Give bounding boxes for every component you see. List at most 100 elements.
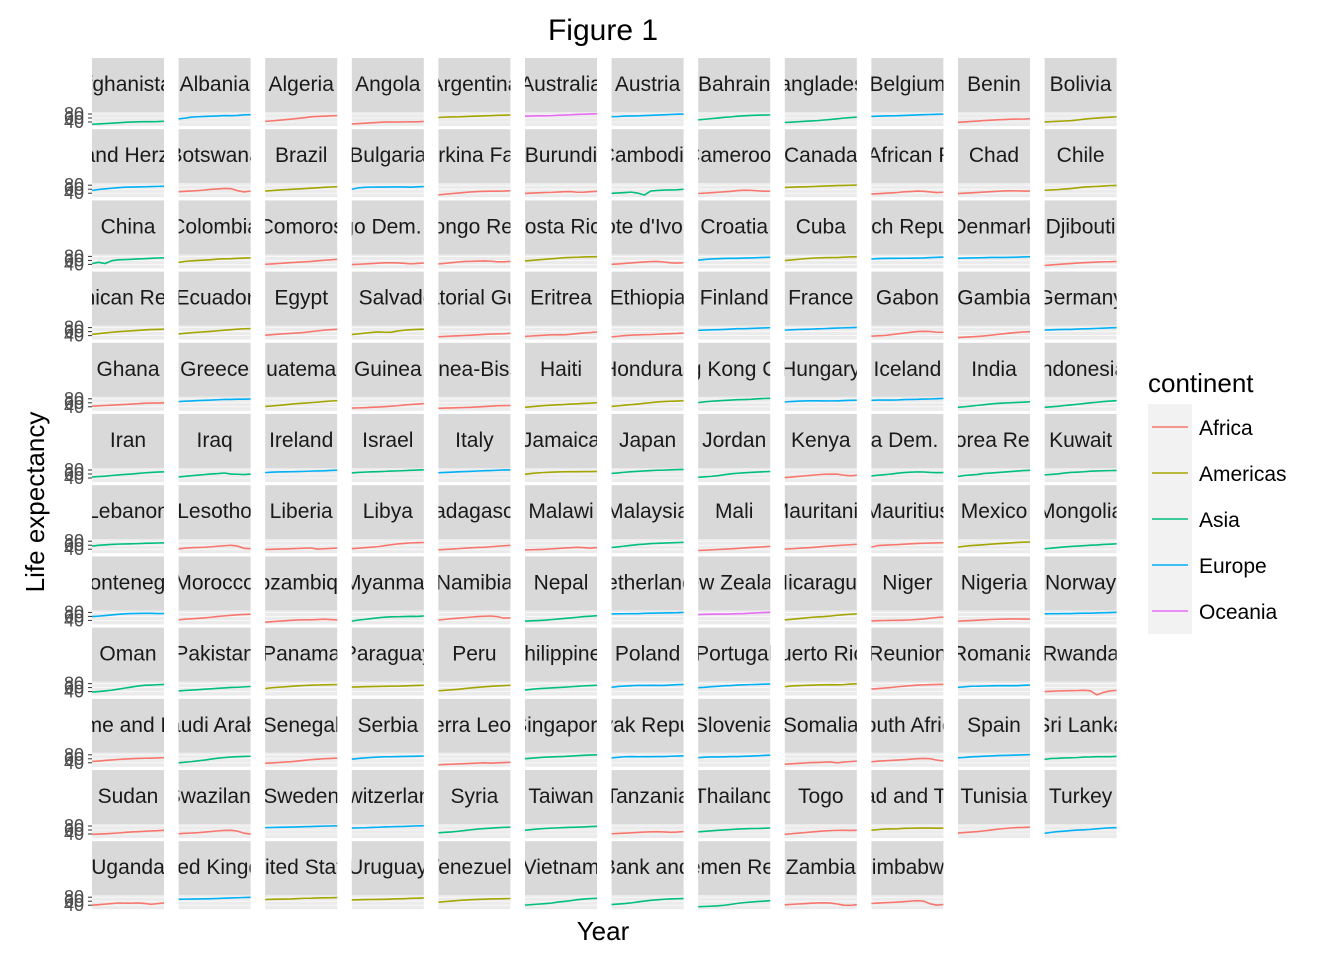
facet-panel: Bolivia [1044,58,1117,126]
facet-label: Japan [619,429,676,452]
facet-panel: Croatia [698,200,771,269]
legend-label: Europe [1199,555,1267,578]
facet-label: Morocco [174,571,255,594]
series-line [265,258,338,266]
series-line [265,328,338,337]
series-line [265,547,338,551]
facet-plot-background [958,112,1030,126]
series-line [957,255,1031,260]
series-line [611,683,684,689]
series-line [351,684,424,688]
facet-label: Eritrea [530,287,592,310]
facet-strip [958,58,1030,112]
facet-plot-background [698,468,771,482]
y-tick-label: 80 [64,246,84,266]
series-line [871,256,944,260]
series-line [611,113,684,118]
facet-strip [784,556,857,611]
facet-panel: Romania [957,627,1031,696]
legend-entry: Americas [1148,450,1287,496]
facet-panel: Gabon [871,271,944,340]
series-line [957,541,1031,548]
facet-strip [178,841,251,896]
series-line [957,753,1031,759]
series-line [265,399,338,408]
facet-strip [92,129,164,184]
facet-label: Sweden [263,785,339,808]
series-line [698,256,771,261]
series-line [265,683,338,690]
facet-label: Gabon [876,287,939,310]
y-tick-label: 40 [64,183,84,203]
legend-entry: Oceania [1148,588,1278,634]
facet-panel: Botswana [178,129,251,198]
facet-strip [611,342,684,397]
facet-panel: United Kingdom [178,841,251,910]
facet-panel: Poland [611,627,684,696]
facet-label: Mongolia [1038,500,1124,523]
legend-entry: Europe [1148,542,1267,588]
y-tick-label: 80 [64,674,84,694]
facet-panel: West Bank and Gaza [611,841,684,910]
facet-label: Mexico [961,500,1028,523]
y-tick-label: 40 [64,468,84,488]
facet-label: Peru [452,643,496,666]
series-line [91,328,165,336]
series-line [265,185,338,192]
facet-strip [698,770,771,824]
facet-panel: United States [265,841,338,910]
series-line [698,189,771,195]
facet-panel: Kuwait [1044,414,1117,482]
facet-plot-background [525,396,597,411]
facet-strip [438,342,511,397]
series-line [611,468,684,475]
facet-panel: Greece [178,342,251,411]
facet-label: Kuwait [1049,429,1112,452]
facet-label: Guinea [354,358,422,381]
facet-label: Chad [969,144,1019,167]
facet-strip [265,841,338,896]
facet-label: Malawi [528,500,593,523]
facet-label: Mozambique [241,571,361,594]
facet-label: Congo Rep. [418,215,530,238]
facet-panel: Egypt [265,271,338,340]
facet-label: Philippines [510,643,612,666]
series-line [871,330,944,337]
facet-panel: Korea Rep. [957,414,1031,482]
facet-panel: Singapore [524,698,598,767]
facet-label: Kenya [791,429,851,452]
facet-panel: Congo Dem. Rep. [304,200,472,269]
facet-plot-background [525,325,597,340]
legend: continent Africa Americas Asia Europe Oceani… [1148,368,1287,634]
facet-strip [958,271,1030,326]
facet-strip [784,342,857,397]
facet-strip [438,485,511,540]
facet-strip [92,58,164,112]
y-tick-label: 60 [64,179,84,199]
facet-panel: Algeria [265,58,338,126]
series-line [178,544,251,550]
facet-strip [784,485,857,540]
y-tick-label: 80 [64,816,84,836]
facet-panel: Canada [784,129,857,198]
facet-strip [525,698,597,753]
facet-panel: Panama [265,627,338,696]
facet-panel: Saudi Arabia [178,698,251,767]
facet-panel: Belgium [871,58,944,126]
facet-label: Congo Dem. Rep. [304,215,472,238]
series-line [784,902,857,907]
facet-panel: Gambia [957,271,1031,340]
series-line [611,260,684,266]
facet-strip [438,841,511,896]
facet-label: Montenegro [72,571,184,594]
series-line [438,332,511,338]
facet-plot-background [611,325,684,340]
facet-panel: Lesotho [178,485,251,554]
facet-label: Iran [110,429,146,452]
facet-panel: Congo Rep. [418,200,530,269]
facet-panel: Angola [351,58,424,126]
facet-label: Australia [520,73,602,96]
